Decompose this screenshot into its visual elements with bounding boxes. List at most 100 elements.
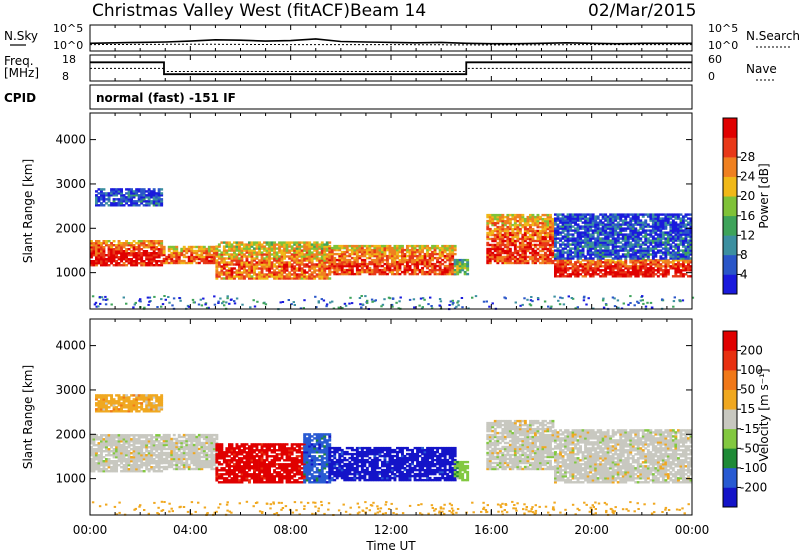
power-cell <box>325 243 329 246</box>
velocity-cell <box>152 458 156 461</box>
power-cell <box>99 302 102 305</box>
velocity-cell <box>105 444 108 447</box>
station-title: Christmas Valley West (fitACF) <box>92 1 350 21</box>
power-cell <box>283 265 287 268</box>
power-cell <box>529 219 532 223</box>
power-cell <box>397 307 400 310</box>
velocity-heatmap <box>90 394 693 517</box>
power-cell <box>396 260 399 264</box>
power-cell <box>305 249 309 252</box>
power-cell <box>418 244 422 248</box>
power-cell <box>353 248 357 252</box>
power-cell <box>689 225 693 228</box>
power-cell <box>152 258 156 261</box>
power-cell <box>97 198 101 201</box>
power-cell <box>117 204 121 207</box>
power-cell <box>278 249 282 252</box>
power-cell <box>596 239 600 242</box>
power-cell <box>265 273 269 276</box>
power-cell <box>631 229 635 232</box>
power-cell <box>496 213 500 217</box>
power-cell <box>521 237 525 241</box>
power-cell <box>391 305 394 308</box>
power-cell <box>248 277 251 280</box>
power-cell <box>626 213 630 216</box>
power-cell <box>370 272 374 276</box>
colorbar-cell <box>723 118 737 138</box>
power-cell <box>513 213 517 217</box>
power-cell <box>360 254 364 258</box>
power-cell <box>619 257 623 260</box>
power-cell <box>343 264 347 268</box>
power-cell <box>679 213 683 216</box>
power-cell <box>574 213 578 216</box>
power-cell <box>576 269 580 272</box>
power-cell <box>393 244 397 248</box>
velocity-cell <box>112 456 116 459</box>
power-cell <box>554 227 557 230</box>
power-cell <box>396 248 399 252</box>
velocity-cell <box>157 458 161 461</box>
power-cell <box>523 259 527 263</box>
power-cell <box>388 246 392 250</box>
power-cell <box>433 252 437 256</box>
power-cell <box>571 269 575 272</box>
power-cell <box>513 219 517 223</box>
power-cell <box>313 265 317 268</box>
power-cell <box>579 227 583 230</box>
power-cell <box>147 188 151 191</box>
power-cell <box>250 269 254 272</box>
power-cell <box>601 223 605 226</box>
power-cell <box>506 213 510 217</box>
power-cell <box>125 188 129 191</box>
power-cell <box>295 255 299 258</box>
power-cell <box>228 241 231 244</box>
power-cell <box>107 252 111 255</box>
power-cell <box>413 306 416 309</box>
power-cell <box>411 272 415 276</box>
power-cell <box>92 242 96 245</box>
velocity-cell <box>130 456 134 459</box>
power-cell <box>177 257 181 261</box>
power-cell <box>350 260 354 264</box>
power-cell <box>373 250 377 254</box>
power-cell <box>340 258 344 262</box>
power-cell <box>666 233 670 236</box>
velocity-cell <box>100 436 103 439</box>
power-cell <box>330 252 334 256</box>
power-cell <box>636 243 640 246</box>
power-cell <box>466 260 470 264</box>
power-cell <box>551 243 555 247</box>
velocity-cell <box>125 466 129 469</box>
power-cell <box>313 263 317 266</box>
velocity-cell <box>92 466 96 469</box>
power-cell <box>589 241 593 244</box>
power-cell <box>375 244 379 248</box>
power-cell <box>273 245 277 248</box>
power-cell <box>491 219 495 223</box>
power-cell <box>644 247 648 250</box>
power-cell <box>636 269 640 272</box>
velocity-cell <box>127 438 131 441</box>
power-cell <box>493 245 497 249</box>
power-cell <box>202 259 206 263</box>
power-cell <box>506 247 510 251</box>
velocity-cell <box>110 462 114 465</box>
power-cell <box>160 254 164 257</box>
power-cell <box>654 229 658 232</box>
velocity-cell <box>102 402 106 405</box>
power-cell <box>381 246 384 250</box>
power-cell <box>639 233 643 236</box>
power-cell <box>501 243 505 247</box>
power-cell <box>574 231 578 234</box>
power-cell <box>323 245 327 248</box>
velocity-cell <box>102 404 106 407</box>
power-cell <box>325 255 329 258</box>
power-cell <box>175 259 179 263</box>
velocity-cell <box>120 462 124 465</box>
power-cell <box>661 298 664 301</box>
power-cell <box>110 254 114 257</box>
power-cell <box>145 264 149 267</box>
power-cell <box>674 255 678 258</box>
